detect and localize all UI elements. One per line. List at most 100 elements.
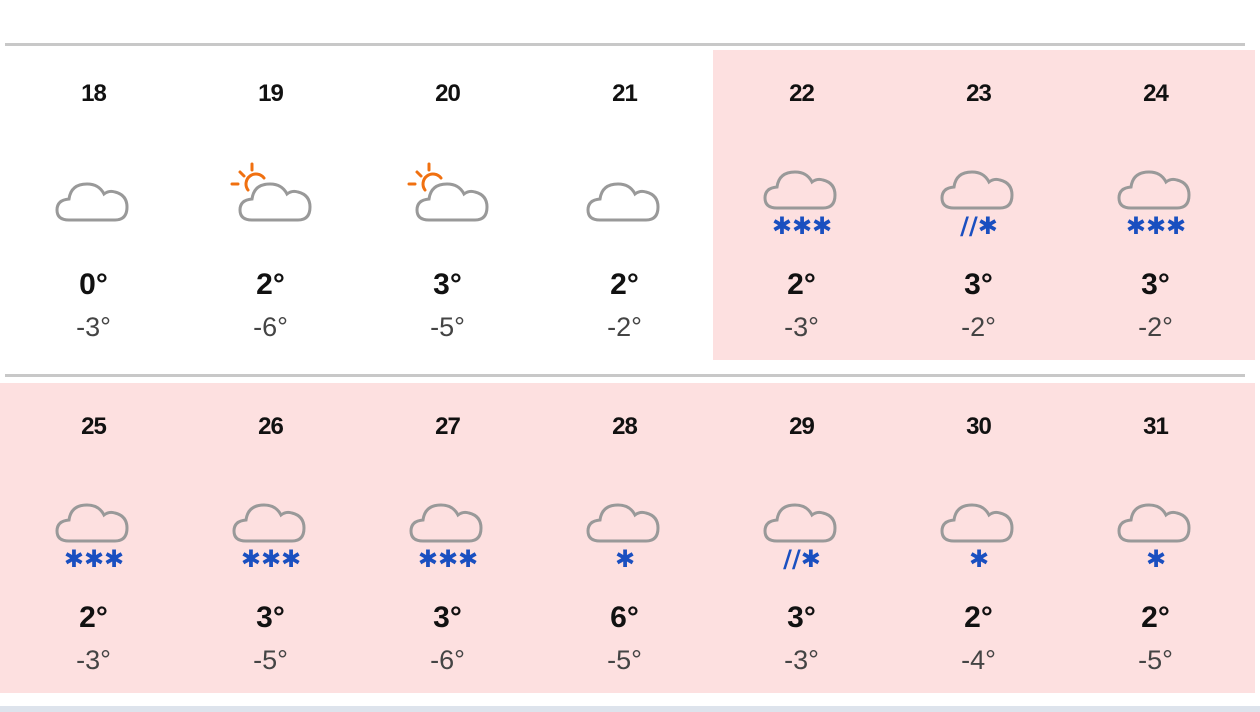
day-cell[interactable]: 22 ✱✱✱ 2° -3° — [713, 50, 890, 360]
week-divider — [5, 43, 1245, 46]
day-cell[interactable]: 25 ✱✱✱ 2° -3° — [5, 383, 182, 693]
low-temp: -3° — [784, 645, 819, 675]
day-cell[interactable]: 18 0° -3° — [5, 50, 182, 360]
low-temp: -2° — [607, 312, 642, 342]
high-temp: 3° — [256, 601, 285, 634]
low-temp: -3° — [76, 312, 111, 342]
day-number: 18 — [81, 80, 107, 107]
cloudy-weather-icon — [49, 150, 139, 240]
day-cell[interactable]: 20 3° -5° — [359, 50, 536, 360]
day-number: 23 — [966, 80, 992, 107]
day-number: 31 — [1143, 413, 1169, 440]
previous-low-temp: -8° — [359, 0, 536, 5]
previous-low-temp: -8° — [1067, 0, 1244, 5]
day-cell[interactable]: 26 ✱✱✱ 3° -5° — [182, 383, 359, 693]
previous-low-temp: -5° — [5, 0, 182, 5]
week-divider — [5, 374, 1245, 377]
light-snow-icon: ✱ — [614, 545, 634, 573]
low-temp: -6° — [430, 645, 465, 675]
high-temp: 2° — [1141, 601, 1170, 634]
heavy-snow-icon: ✱✱✱ — [771, 212, 831, 240]
sleet-weather-icon: //✱ — [934, 150, 1024, 240]
partly-cloudy-weather-icon — [226, 150, 316, 240]
high-temp: 3° — [433, 268, 462, 301]
day-number: 25 — [81, 413, 107, 440]
week-row: 25 ✱✱✱ 2° -3° 26 ✱✱✱ 3° -5° 27 ✱✱✱ 3° -6° 28 ✱ 6° -5° 29… — [0, 383, 1255, 693]
light-snow-weather-icon: ✱ — [1111, 483, 1201, 573]
cloud-icon — [1116, 503, 1191, 543]
previous-low-temp: -7° — [536, 0, 713, 5]
cloud-icon — [585, 182, 660, 222]
low-temp: -2° — [961, 312, 996, 342]
low-temp: -3° — [76, 645, 111, 675]
low-temp: -4° — [961, 645, 996, 675]
high-temp: 3° — [1141, 268, 1170, 301]
low-temp: -3° — [784, 312, 819, 342]
day-number: 24 — [1143, 80, 1169, 107]
day-number: 21 — [612, 80, 638, 107]
heavy-snow-weather-icon: ✱✱✱ — [1111, 150, 1201, 240]
cloud-icon — [231, 503, 306, 543]
high-temp: 0° — [79, 268, 108, 301]
cloud-icon — [408, 503, 483, 543]
cloud-icon — [762, 170, 837, 210]
day-cell[interactable]: 21 2° -2° — [536, 50, 713, 360]
day-cell[interactable]: 19 2° -6° — [182, 50, 359, 360]
cloud-icon — [54, 503, 129, 543]
day-number: 30 — [966, 413, 992, 440]
heavy-snow-weather-icon: ✱✱✱ — [226, 483, 316, 573]
cloud-icon — [585, 503, 660, 543]
bottom-divider — [0, 706, 1260, 712]
day-number: 26 — [258, 413, 284, 440]
day-number: 22 — [789, 80, 815, 107]
high-temp: 2° — [610, 268, 639, 301]
cloud-icon — [762, 503, 837, 543]
heavy-snow-icon: ✱✱✱ — [240, 545, 300, 573]
light-snow-icon: ✱ — [968, 545, 988, 573]
high-temp: 2° — [79, 601, 108, 634]
light-snow-weather-icon: ✱ — [934, 483, 1024, 573]
partly-cloudy-weather-icon — [403, 150, 493, 240]
cloud-icon — [939, 503, 1014, 543]
high-temp: 3° — [433, 601, 462, 634]
highlight-background — [0, 383, 1255, 693]
low-temp: -5° — [253, 645, 288, 675]
day-cell[interactable]: 29 //✱ 3° -3° — [713, 383, 890, 693]
low-temp: -5° — [607, 645, 642, 675]
low-temp: -5° — [1138, 645, 1173, 675]
day-number: 27 — [435, 413, 461, 440]
previous-week-row: -5°-7°-8°-7°-8°-8°-8° — [5, 0, 1245, 14]
cloud-icon — [1116, 170, 1191, 210]
day-cell[interactable]: 31 ✱ 2° -5° — [1067, 383, 1244, 693]
heavy-snow-icon: ✱✱✱ — [417, 545, 477, 573]
day-number: 28 — [612, 413, 638, 440]
previous-low-temp: -7° — [182, 0, 359, 5]
previous-low-temp: -8° — [890, 0, 1067, 5]
sleet-weather-icon: //✱ — [757, 483, 847, 573]
low-temp: -5° — [430, 312, 465, 342]
high-temp: 6° — [610, 601, 639, 634]
light-snow-icon: ✱ — [1145, 545, 1165, 573]
sun-icon — [407, 162, 442, 192]
day-number: 29 — [789, 413, 815, 440]
high-temp: 2° — [787, 268, 816, 301]
cloudy-weather-icon — [580, 150, 670, 240]
day-cell[interactable]: 24 ✱✱✱ 3° -2° — [1067, 50, 1244, 360]
cloud-icon — [54, 182, 129, 222]
heavy-snow-icon: ✱✱✱ — [1125, 212, 1185, 240]
day-cell[interactable]: 28 ✱ 6° -5° — [536, 383, 713, 693]
low-temp: -2° — [1138, 312, 1173, 342]
previous-low-temp: -8° — [713, 0, 890, 5]
sleet-icon: //✱ — [960, 212, 998, 240]
day-cell[interactable]: 27 ✱✱✱ 3° -6° — [359, 383, 536, 693]
day-number: 20 — [435, 80, 461, 107]
day-number: 19 — [258, 80, 284, 107]
day-cell[interactable]: 23 //✱ 3° -2° — [890, 50, 1067, 360]
highlight-background — [713, 50, 1255, 360]
heavy-snow-weather-icon: ✱✱✱ — [757, 150, 847, 240]
high-temp: 2° — [964, 601, 993, 634]
week-row: 18 0° -3° 19 2° -6° 20 3° -5° 21 2° -2° 22 ✱✱✱ 2° -3° 23… — [5, 50, 1255, 360]
high-temp: 3° — [964, 268, 993, 301]
day-cell[interactable]: 30 ✱ 2° -4° — [890, 383, 1067, 693]
sleet-icon: //✱ — [783, 545, 821, 573]
